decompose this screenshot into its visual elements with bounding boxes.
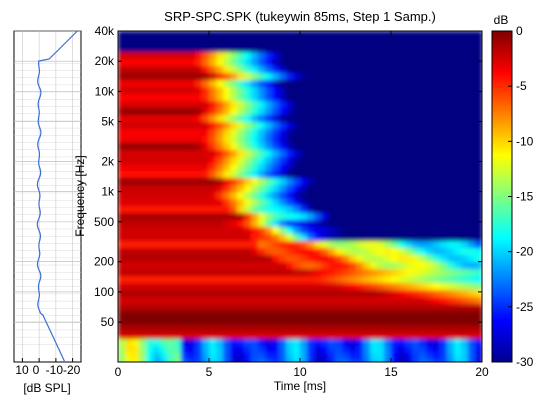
colorbar-tick-label: -20 <box>516 245 534 259</box>
y-tick-label: 20k <box>95 54 115 68</box>
response-panel-frame <box>13 30 82 363</box>
y-tick-label: 40k <box>95 24 115 38</box>
x-axis-ticks: 0 5 10 15 20 <box>115 31 489 379</box>
x-axis-label: Time [ms] <box>274 379 326 393</box>
spectrogram-plot: 50 100 200 500 1k 2k 5k 10k 20k 40k 0 5 10 15 20 Freq… <box>73 24 489 393</box>
response-x-tick-label: 10 <box>15 363 29 377</box>
x-tick-label: 10 <box>293 365 307 379</box>
y-tick-label: 1k <box>101 185 115 199</box>
colorbar-tick-label: -25 <box>516 300 534 314</box>
x-tick-label: 5 <box>206 365 213 379</box>
y-axis-ticks: 50 100 200 500 1k 2k 5k 10k 20k 40k <box>94 24 482 329</box>
y-tick-label: 500 <box>94 215 114 229</box>
response-x-ticks: 10 0 -10-20 <box>15 358 81 377</box>
response-x-tick-label: -10-20 <box>46 363 81 377</box>
x-tick-label: 15 <box>384 365 398 379</box>
colorbar-tick-label: -30 <box>516 355 534 369</box>
response-curve <box>36 30 78 362</box>
y-tick-label: 100 <box>94 285 114 299</box>
y-tick-label: 2k <box>101 154 115 168</box>
colorbar: dB 0 -5 -10 -15 -20 -25 -30 <box>491 13 534 369</box>
colorbar-ticks: 0 -5 -10 -15 -20 -25 -30 <box>508 24 534 369</box>
heatmap-field <box>118 31 482 362</box>
chart-title: SRP-SPC.SPK (tukeywin 85ms, Step 1 Samp.… <box>164 9 436 24</box>
colorbar-tick-label: -15 <box>516 190 534 204</box>
response-xlabel: [dB SPL] <box>23 381 70 395</box>
x-tick-label: 0 <box>115 365 122 379</box>
colorbar-tick-label: -10 <box>516 134 534 148</box>
y-tick-label: 50 <box>101 315 115 329</box>
y-tick-label: 5k <box>101 115 115 129</box>
response-panel-grid <box>14 30 81 362</box>
response-panel: 10 0 -10-20 [dB SPL] <box>13 30 82 395</box>
y-tick-label: 10k <box>95 84 115 98</box>
colorbar-tick-label: -5 <box>516 79 527 93</box>
colorbar-label: dB <box>494 13 509 27</box>
y-tick-label: 200 <box>94 255 114 269</box>
colorbar-tick-label: 0 <box>516 24 523 38</box>
x-tick-label: 20 <box>475 365 489 379</box>
response-x-tick-label: 0 <box>33 363 40 377</box>
y-axis-label: Frequency [Hz] <box>73 155 87 236</box>
